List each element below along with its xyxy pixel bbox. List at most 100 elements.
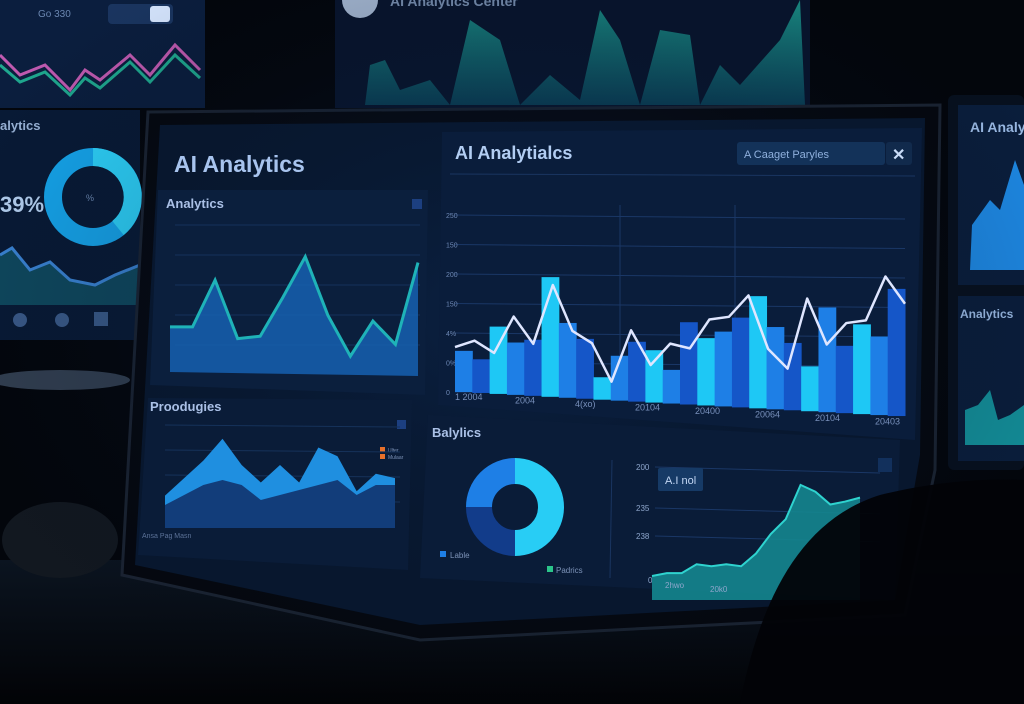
bar	[680, 322, 698, 405]
home-icon	[13, 313, 27, 327]
bar	[766, 327, 785, 410]
x-tick-label: 4(xo)	[575, 399, 596, 409]
donut-chart	[466, 458, 564, 556]
gridline	[454, 244, 906, 249]
bar	[610, 355, 629, 401]
area-fill	[170, 256, 418, 376]
bar	[749, 296, 768, 409]
main-bar-line-chart: 250 150 200 150 4% 0% 0 1 2004 2004 4(xo) 20104 204…	[446, 205, 907, 427]
products-area-chart	[164, 424, 401, 528]
bar	[455, 350, 473, 392]
panel-balytics-collapse-button[interactable]	[878, 458, 892, 472]
bar	[853, 324, 871, 415]
main-chart-title: AI Analytialcs	[455, 143, 572, 163]
legend-swatch-1	[380, 447, 385, 452]
bar	[524, 339, 543, 396]
panel-products-title: Proodugies	[150, 399, 222, 414]
y-tick-label: 200	[636, 463, 650, 472]
panel-main-chart: AI Analytialcs A Caaget Paryles ✕ 250 150…	[438, 128, 922, 440]
search-input-value: A Caaget Paryles	[744, 149, 829, 161]
bar	[887, 288, 906, 417]
y-tick-label: 200	[446, 272, 458, 279]
donut-slice	[466, 506, 516, 556]
bar	[472, 359, 491, 393]
panel-analytics-menu-button[interactable]	[412, 199, 422, 209]
bar	[835, 345, 854, 414]
x-tick-label: 20064	[755, 410, 780, 420]
bg-monitor-right: AI Analy Analytics	[948, 95, 1024, 470]
y-tick-label: 150	[446, 302, 458, 309]
gridline	[454, 214, 906, 220]
y-tick-label: 250	[446, 213, 458, 220]
y-tick-label: 0%	[446, 361, 456, 368]
gridline	[454, 303, 906, 308]
legend-label-2: Mulaar	[388, 455, 404, 461]
bg-right-title: AI Analy	[970, 119, 1024, 135]
bar	[870, 336, 889, 416]
gridline	[164, 424, 401, 428]
y-tick-label: 0	[446, 390, 450, 397]
bg-percent: 39%	[0, 192, 44, 217]
panel-products: Proodugies Ulter Mulaar Ansa Pag Masn	[138, 398, 412, 570]
bar	[489, 326, 508, 394]
x-tick-label: 2hwo	[665, 581, 685, 590]
bar	[783, 342, 802, 411]
donut-legend-label-2: Padrics	[556, 566, 583, 575]
panel-divider	[609, 459, 613, 579]
x-tick-label: 20400	[695, 406, 720, 416]
tooltip-text: A.I nol	[665, 475, 696, 487]
bar	[697, 338, 716, 406]
grid-icon	[94, 312, 108, 326]
analytics-area-chart	[170, 224, 420, 376]
legend-swatch-2	[380, 454, 385, 459]
bg-monitor-top-left: Go 330	[0, 0, 205, 108]
close-button[interactable]	[886, 142, 912, 165]
bg-section-title: alytics	[0, 118, 40, 133]
bar	[558, 322, 577, 398]
gridline	[164, 449, 401, 453]
bar	[628, 341, 646, 402]
bar	[801, 366, 819, 412]
x-tick-label: 20403	[875, 417, 900, 427]
bg-monitor-top-center: AI Analytics Center	[335, 0, 810, 108]
series-b-area	[165, 480, 395, 528]
tooltip	[658, 468, 703, 491]
bar	[506, 342, 525, 395]
bg-top-label: Go 330	[38, 9, 71, 20]
x-tick-label: 20k0	[710, 585, 728, 594]
y-tick-label: 0	[648, 576, 653, 585]
bar	[818, 307, 837, 413]
bar	[576, 338, 594, 399]
x-tick-label: 20104	[635, 403, 660, 413]
bg-top-title: AI Analytics Center	[390, 0, 518, 9]
panel-products-menu-button[interactable]	[397, 420, 406, 429]
bg-toggle-knob	[150, 6, 170, 22]
area-line	[170, 253, 420, 360]
panel-analytics-title: Analytics	[166, 196, 224, 211]
gridline	[454, 273, 906, 279]
area-line	[651, 483, 861, 578]
legend-label-1: Ulter	[388, 448, 399, 454]
donut-legend-label-1: Lable	[450, 551, 470, 560]
donut-slice	[466, 458, 516, 508]
panel-balytics-title: Balylics	[432, 425, 481, 440]
x-tick-label: 1 2004	[455, 392, 483, 402]
x-tick-label: 2004	[515, 396, 535, 406]
y-tick-label: 150	[446, 243, 458, 250]
bg-monitor-left: alytics 39% %	[0, 110, 142, 340]
donut-legend-swatch-1	[440, 551, 446, 557]
divider	[449, 173, 916, 177]
bg-donut-center: %	[86, 193, 94, 203]
x-tick-label: 20104	[815, 413, 840, 423]
series-line	[454, 275, 907, 383]
y-tick-label: 4%	[446, 331, 456, 338]
foreground-silhouette	[740, 479, 1024, 704]
dashboard-title: AI Analytics	[174, 151, 305, 177]
donut-slice	[514, 458, 564, 556]
donut-legend-swatch-2	[547, 566, 553, 572]
bar	[731, 317, 750, 408]
bg-right-panel-title: Analytics	[960, 307, 1014, 321]
search-input[interactable]	[737, 142, 885, 165]
y-tick-label: 235	[636, 504, 650, 513]
